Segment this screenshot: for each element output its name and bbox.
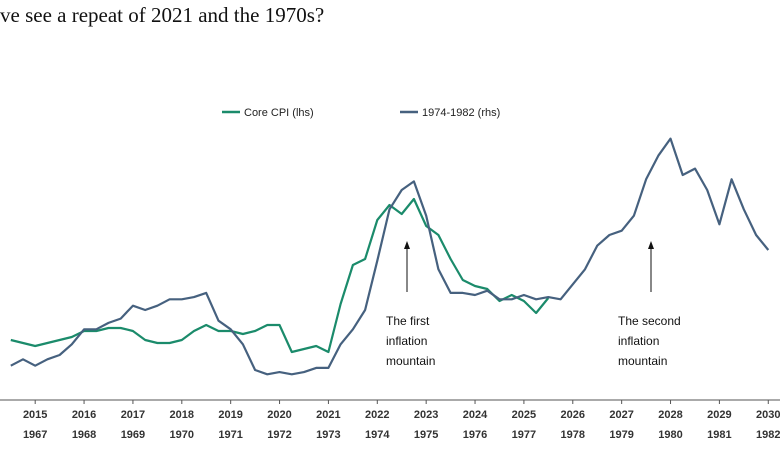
x2-tick-label: 1980 [658, 429, 682, 441]
x2-tick-label: 1982 [756, 429, 780, 441]
x2-tick-label: 1981 [707, 429, 731, 441]
annotation-arrowhead [648, 241, 654, 249]
x-tick-label: 2022 [365, 409, 389, 421]
x2-tick-label: 1976 [463, 429, 487, 441]
x2-tick-label: 1977 [512, 429, 536, 441]
x-tick-label: 2017 [121, 409, 145, 421]
annotation-text: The second [618, 314, 681, 328]
legend-label: 1974-1982 (rhs) [422, 107, 500, 119]
x2-tick-label: 1970 [170, 429, 194, 441]
annotation-text: The first [386, 314, 430, 328]
x-tick-label: 2019 [218, 409, 242, 421]
chart-title: ve see a repeat of 2021 and the 1970s? [0, 3, 324, 27]
x-tick-label: 2028 [658, 409, 682, 421]
x2-tick-label: 1974 [365, 429, 390, 441]
x-tick-label: 2029 [707, 409, 731, 421]
series-line [10, 197, 550, 354]
x-tick-label: 2020 [267, 409, 291, 421]
annotation-text: mountain [618, 354, 667, 368]
annotation-arrowhead [404, 241, 410, 249]
x-tick-label: 2018 [170, 409, 194, 421]
series-line [10, 137, 770, 376]
annotation-text: inflation [386, 334, 427, 348]
legend-label: Core CPI (lhs) [244, 107, 314, 119]
x2-tick-label: 1979 [609, 429, 633, 441]
x-tick-label: 2016 [72, 409, 96, 421]
x2-tick-label: 1969 [121, 429, 145, 441]
x-tick-label: 2023 [414, 409, 438, 421]
x2-tick-label: 1971 [218, 429, 242, 441]
annotation-text: inflation [618, 334, 659, 348]
x-tick-label: 2021 [316, 409, 340, 421]
x2-tick-label: 1968 [72, 429, 96, 441]
x-tick-label: 2030 [756, 409, 780, 421]
x2-tick-label: 1973 [316, 429, 340, 441]
x2-tick-label: 1975 [414, 429, 438, 441]
x2-tick-label: 1972 [267, 429, 291, 441]
x2-tick-label: 1978 [561, 429, 585, 441]
x-tick-label: 2025 [512, 409, 536, 421]
x-tick-label: 2027 [609, 409, 633, 421]
x2-tick-label: 1967 [23, 429, 47, 441]
x-tick-label: 2024 [463, 409, 488, 421]
x-tick-label: 2015 [23, 409, 47, 421]
annotation-text: mountain [386, 354, 435, 368]
x-tick-label: 2026 [561, 409, 585, 421]
